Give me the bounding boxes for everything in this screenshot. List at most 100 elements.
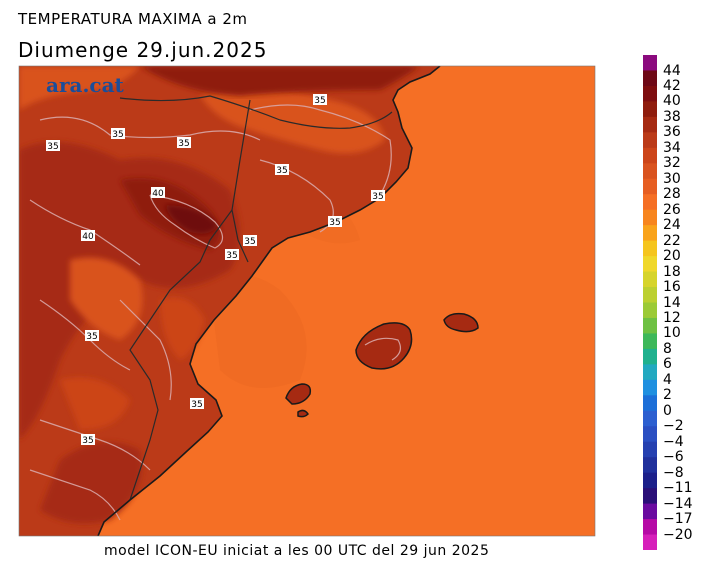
island-mallorca xyxy=(355,322,413,370)
isoline-35 xyxy=(39,116,261,141)
isoline-label-text: 35 xyxy=(372,192,383,202)
legend-label: 34 xyxy=(663,139,681,156)
sea-warm-patch xyxy=(210,275,307,388)
legend-swatch xyxy=(643,302,657,319)
border-france-spain xyxy=(119,95,393,129)
map-frame xyxy=(18,65,596,537)
legend-label: 16 xyxy=(663,279,681,295)
legend-label: 4 xyxy=(663,371,672,388)
isoline-labels: 35 35 35 35 35 40 35 35 40 35 35 35 35 35 xyxy=(46,94,385,446)
legend-label: 2 xyxy=(663,387,672,404)
legend-label: 42 xyxy=(663,77,681,94)
land-france-hot xyxy=(140,66,420,96)
legend-swatch xyxy=(643,503,657,520)
legend-swatch xyxy=(643,441,657,458)
isoline-label: 40 xyxy=(151,187,165,199)
legend-swatch xyxy=(643,395,657,412)
land-cool-zone-south xyxy=(60,377,130,430)
legend-label: −11 xyxy=(663,480,693,497)
isoline-label: 35 xyxy=(371,190,385,202)
model-footer-text: model ICON-EU iniciat a les 00 UTC del 2… xyxy=(104,543,490,559)
legend-label: −8 xyxy=(663,464,684,481)
legend-label: −2 xyxy=(663,418,684,435)
land-cool-zone-north xyxy=(19,66,140,110)
isoline-label-text: 35 xyxy=(276,166,287,176)
legend-swatch xyxy=(643,271,657,288)
legend-label: −14 xyxy=(663,495,693,512)
legend-label: 8 xyxy=(663,340,672,357)
legend-label: 0 xyxy=(663,402,672,419)
isoline-35 xyxy=(364,337,402,361)
legend-swatch xyxy=(643,256,657,273)
isoline-label: 35 xyxy=(313,94,327,106)
land-extreme-zone xyxy=(165,205,218,234)
legend-swatch xyxy=(643,333,657,350)
isoline-label: 35 xyxy=(177,137,191,149)
land-cool-zone-iberian xyxy=(70,257,143,340)
isoline-label: 35 xyxy=(243,235,257,247)
legend-label: 30 xyxy=(663,170,681,187)
legend-swatch xyxy=(643,178,657,195)
legend-label: 24 xyxy=(663,217,681,234)
legend-swatch xyxy=(643,116,657,133)
legend-label: 32 xyxy=(663,155,681,172)
legend-label: −4 xyxy=(663,433,684,450)
legend-label: 38 xyxy=(663,108,681,125)
legend-label: −17 xyxy=(663,511,693,528)
legend-label: 22 xyxy=(663,232,681,249)
legend-swatch xyxy=(643,426,657,443)
legend-label: 10 xyxy=(663,325,681,342)
isoline-label: 40 xyxy=(81,230,95,242)
isoline-label-text: 35 xyxy=(191,400,202,410)
isoline-label-text: 35 xyxy=(112,130,123,140)
legend-label: 28 xyxy=(663,186,681,203)
isoline-35 xyxy=(29,469,121,521)
legend-swatch xyxy=(643,194,657,211)
legend-swatch xyxy=(643,317,657,334)
isoline-label-text: 35 xyxy=(86,332,97,342)
isoline-35 xyxy=(39,419,151,471)
legend-swatch xyxy=(643,364,657,381)
legend-label: 6 xyxy=(663,356,672,373)
legend-label: 26 xyxy=(663,201,681,218)
legend-swatch xyxy=(643,85,657,102)
legend-swatch xyxy=(643,225,657,242)
isoline-label: 35 xyxy=(190,398,204,410)
legend-color-bar xyxy=(643,55,657,550)
map-title: TEMPERATURA MAXIMA a 2m xyxy=(18,10,248,28)
isoline-label: 35 xyxy=(328,216,342,228)
island-formentera xyxy=(297,409,309,418)
borders xyxy=(119,95,393,501)
legend-swatch xyxy=(643,472,657,489)
legend-swatch xyxy=(643,70,657,87)
legend-swatch xyxy=(643,101,657,118)
isoline-label-text: 35 xyxy=(47,142,58,152)
legend-swatch xyxy=(643,534,657,550)
map-date-subtitle: Diumenge 29.jun.2025 xyxy=(18,38,268,62)
coastline xyxy=(97,66,441,536)
brand-logo: ara.cat xyxy=(46,73,125,97)
legend-label: 18 xyxy=(663,263,681,280)
isoline-40 xyxy=(149,194,224,249)
isoline-label: 35 xyxy=(85,330,99,342)
legend-label: −6 xyxy=(663,449,684,466)
legend-swatch xyxy=(643,287,657,303)
isoline-label-text: 35 xyxy=(226,251,237,261)
isoline-label: 35 xyxy=(81,434,95,446)
legend-label: 36 xyxy=(663,124,681,141)
legend-label: −20 xyxy=(663,526,693,543)
isoline-label: 35 xyxy=(46,140,60,152)
isoline-label: 35 xyxy=(111,128,125,140)
isoline-label-text: 40 xyxy=(152,189,164,199)
legend-swatch xyxy=(643,410,657,427)
legend-swatch xyxy=(643,379,657,396)
land-hot-zone xyxy=(40,442,142,524)
legend-swatch xyxy=(643,209,657,226)
isoline-label: 35 xyxy=(225,249,239,261)
isoline-label-text: 35 xyxy=(244,237,255,247)
isoline-35 xyxy=(249,104,392,196)
isoline-35 xyxy=(29,199,141,266)
island-ibiza xyxy=(285,383,312,405)
legend-label: 12 xyxy=(663,310,681,326)
legend-swatch xyxy=(643,240,657,257)
